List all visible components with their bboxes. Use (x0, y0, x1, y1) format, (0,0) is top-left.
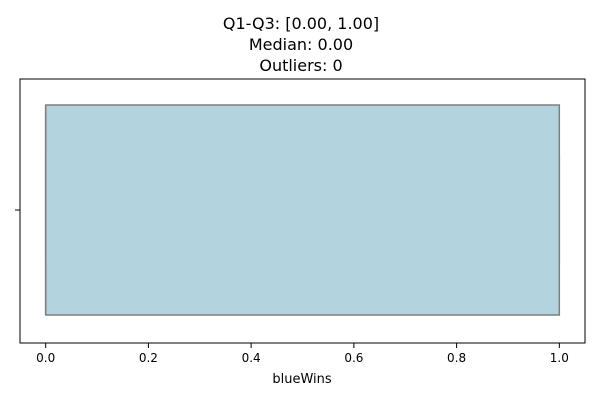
x-tick-label: 1.0 (550, 351, 569, 365)
x-tick-label: 0.2 (139, 351, 158, 365)
chart-title-line-3: Outliers: 0 (259, 56, 342, 75)
chart-title-line-2: Median: 0.00 (249, 35, 353, 54)
x-tick-label: 0.0 (36, 351, 55, 365)
x-axis-ticks: 0.0 0.2 0.4 0.6 0.8 1.0 (36, 343, 569, 365)
x-tick-label: 0.8 (447, 351, 466, 365)
box-q1-q3 (44, 104, 561, 316)
x-tick-label: 0.4 (242, 351, 261, 365)
chart-title-line-1: Q1-Q3: [0.00, 1.00] (223, 14, 379, 33)
x-tick-label: 0.6 (344, 351, 363, 365)
box-layer (44, 104, 561, 316)
x-axis-label: blueWins (272, 372, 332, 387)
plot-area-frame (19, 78, 586, 344)
